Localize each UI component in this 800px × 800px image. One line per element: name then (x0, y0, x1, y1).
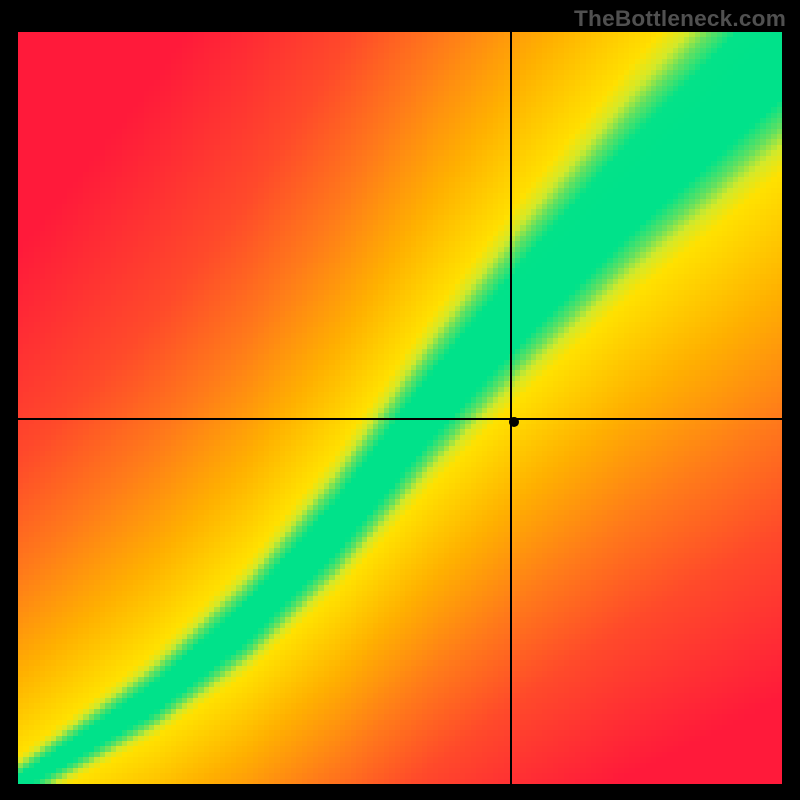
heatmap-plot-area (18, 32, 782, 784)
heatmap-canvas (18, 32, 782, 784)
watermark-text: TheBottleneck.com (574, 6, 786, 32)
chart-root: TheBottleneck.com (0, 0, 800, 800)
